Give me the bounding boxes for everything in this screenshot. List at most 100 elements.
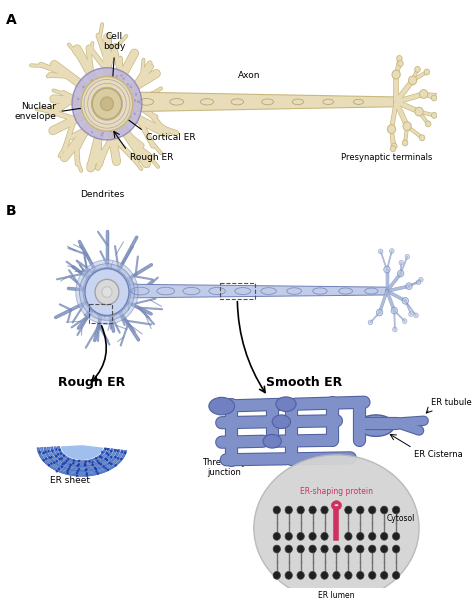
Circle shape [368, 320, 373, 325]
Circle shape [297, 532, 304, 540]
Text: ER sheet: ER sheet [50, 477, 90, 486]
Circle shape [93, 121, 96, 124]
Circle shape [101, 119, 103, 121]
Circle shape [130, 86, 132, 88]
Circle shape [285, 572, 292, 579]
Circle shape [87, 88, 89, 90]
Circle shape [414, 313, 419, 318]
Circle shape [409, 76, 417, 85]
Circle shape [321, 545, 328, 553]
Circle shape [77, 98, 79, 100]
Circle shape [390, 249, 394, 254]
Circle shape [402, 319, 407, 323]
Text: Cytosol: Cytosol [387, 514, 415, 523]
Text: Nuclear
envelope: Nuclear envelope [15, 102, 56, 121]
Circle shape [134, 112, 136, 115]
Circle shape [89, 460, 91, 463]
Circle shape [285, 532, 292, 540]
Circle shape [109, 75, 111, 78]
Circle shape [128, 109, 130, 111]
Circle shape [98, 462, 100, 465]
Circle shape [356, 545, 364, 553]
Bar [220, 283, 255, 299]
Circle shape [120, 111, 122, 113]
Circle shape [50, 456, 53, 459]
Ellipse shape [357, 415, 394, 436]
Circle shape [120, 75, 123, 77]
Circle shape [92, 88, 122, 120]
Circle shape [73, 459, 75, 462]
Circle shape [86, 474, 88, 477]
Circle shape [390, 146, 396, 151]
Circle shape [100, 97, 113, 111]
Circle shape [68, 466, 71, 468]
Circle shape [297, 545, 304, 553]
Circle shape [101, 451, 103, 453]
Polygon shape [61, 445, 103, 460]
Circle shape [78, 468, 80, 471]
Circle shape [101, 132, 104, 134]
Ellipse shape [263, 435, 282, 448]
Circle shape [48, 464, 50, 466]
Circle shape [104, 467, 107, 469]
Circle shape [376, 309, 383, 316]
Circle shape [58, 468, 60, 470]
Circle shape [381, 506, 388, 514]
Circle shape [381, 572, 388, 579]
Circle shape [102, 287, 112, 297]
Ellipse shape [254, 455, 419, 601]
Circle shape [273, 532, 281, 540]
Ellipse shape [80, 264, 135, 320]
Circle shape [64, 462, 66, 465]
Ellipse shape [76, 260, 138, 324]
Circle shape [55, 470, 58, 472]
Circle shape [398, 61, 403, 66]
Circle shape [53, 462, 55, 464]
Circle shape [89, 86, 91, 88]
Circle shape [48, 456, 51, 459]
Circle shape [391, 307, 398, 314]
Text: Axon: Axon [238, 72, 261, 81]
Circle shape [416, 280, 421, 285]
Circle shape [99, 456, 101, 458]
Circle shape [369, 506, 376, 514]
Circle shape [78, 460, 81, 462]
Circle shape [44, 451, 46, 453]
Circle shape [51, 450, 54, 452]
Circle shape [92, 87, 95, 90]
Circle shape [273, 506, 281, 514]
Circle shape [356, 572, 364, 579]
Text: Three-way
junction: Three-way junction [202, 458, 246, 477]
Circle shape [117, 450, 119, 452]
Circle shape [55, 448, 58, 451]
Circle shape [107, 453, 109, 456]
Circle shape [309, 506, 316, 514]
Polygon shape [47, 447, 117, 469]
Circle shape [76, 472, 78, 474]
Circle shape [129, 115, 132, 118]
Circle shape [84, 464, 86, 466]
Circle shape [333, 572, 340, 579]
Circle shape [103, 80, 105, 82]
Circle shape [125, 102, 127, 103]
Circle shape [415, 67, 420, 72]
Circle shape [321, 506, 328, 514]
Text: Cortical ER: Cortical ER [146, 133, 196, 142]
Circle shape [82, 85, 84, 88]
Circle shape [66, 472, 69, 474]
Circle shape [285, 506, 292, 514]
Circle shape [333, 545, 340, 553]
Text: B: B [6, 204, 17, 218]
Circle shape [369, 532, 376, 540]
Circle shape [62, 463, 64, 466]
Circle shape [297, 506, 304, 514]
Circle shape [439, 93, 444, 99]
Text: Presynaptic terminals: Presynaptic terminals [341, 153, 433, 162]
Circle shape [50, 462, 53, 465]
Ellipse shape [72, 68, 142, 140]
Circle shape [55, 455, 57, 457]
Circle shape [60, 453, 62, 455]
Circle shape [419, 90, 428, 99]
Circle shape [392, 70, 400, 79]
Circle shape [91, 79, 93, 82]
